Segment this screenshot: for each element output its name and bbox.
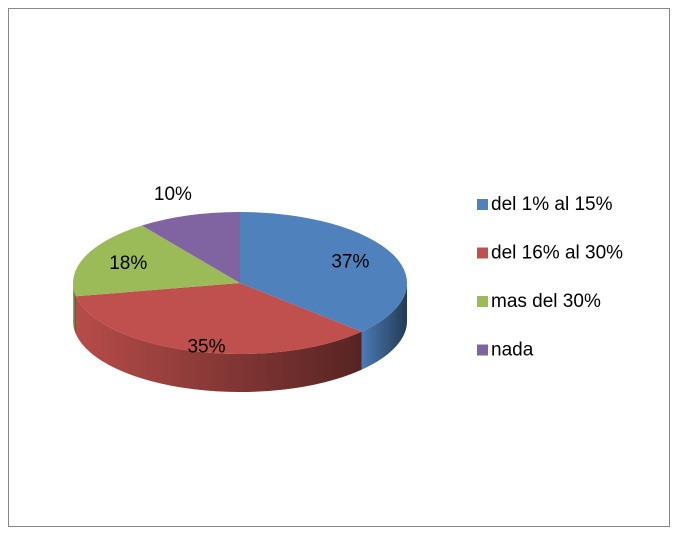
legend-label: nada xyxy=(491,340,534,361)
data-label: 10% xyxy=(154,184,192,205)
legend-label: del 16% al 30% xyxy=(491,243,623,264)
legend-label: del 1% al 15% xyxy=(491,194,613,215)
slice xyxy=(240,212,408,332)
data-label: 18% xyxy=(109,253,147,274)
legend-swatch xyxy=(477,296,488,307)
data-label: 37% xyxy=(331,252,369,273)
legend-swatch xyxy=(477,344,488,356)
slice xyxy=(75,283,362,355)
slice xyxy=(141,212,240,283)
slice-side-shade xyxy=(73,283,76,335)
slice-side-shade xyxy=(361,283,408,370)
slice xyxy=(72,225,240,297)
legend-swatch xyxy=(477,199,488,210)
legend-label: mas del 30% xyxy=(491,291,601,312)
legend-swatch xyxy=(477,247,488,259)
data-label: 35% xyxy=(187,336,225,357)
slice-side-shade xyxy=(75,296,362,392)
